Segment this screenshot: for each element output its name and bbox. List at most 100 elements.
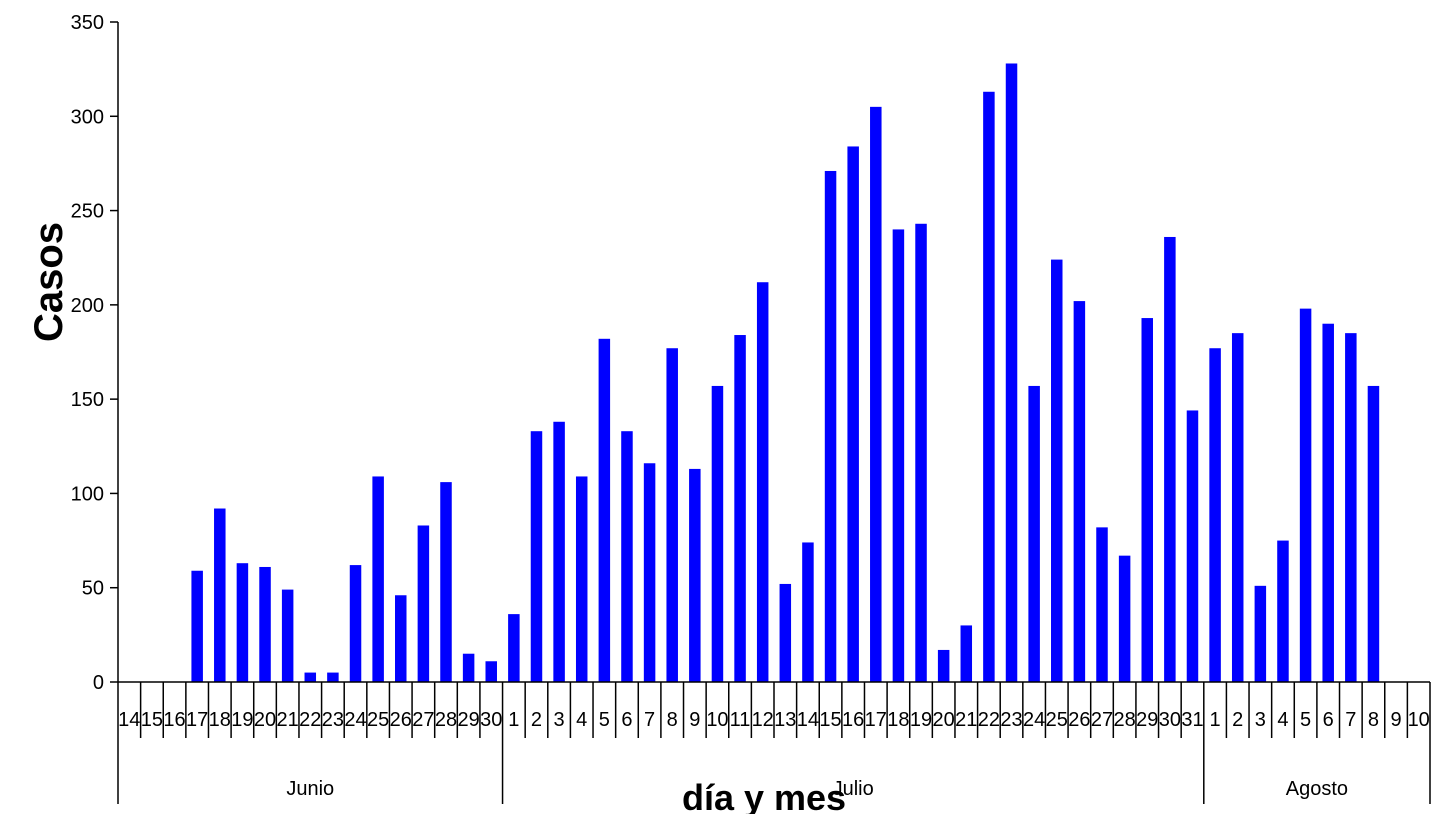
x-tick-label: 26 (390, 709, 412, 731)
x-tick-label: 16 (842, 709, 864, 731)
x-tick-label: 27 (1091, 709, 1113, 731)
bar (1051, 259, 1063, 682)
bar (1254, 585, 1267, 682)
x-tick-label: 18 (209, 709, 231, 731)
x-tick-label: 5 (599, 709, 610, 731)
bar (236, 563, 249, 682)
x-tick-label: 22 (978, 709, 1000, 731)
bar (621, 431, 633, 682)
bar (1345, 333, 1357, 682)
x-tick-label: 15 (819, 709, 841, 731)
y-tick-label: 300 (71, 106, 104, 128)
bar (1005, 63, 1018, 682)
bar (1277, 540, 1289, 682)
bar (530, 431, 543, 682)
bar (1141, 318, 1153, 682)
x-tick-label: 19 (910, 709, 932, 731)
bar (508, 614, 520, 682)
bar (779, 583, 792, 682)
bar (711, 385, 724, 682)
bar (689, 468, 701, 682)
y-tick-label: 0 (93, 672, 104, 694)
y-tick-label: 250 (71, 201, 104, 223)
x-tick-label: 1 (508, 709, 519, 731)
x-tick-label: 25 (1046, 709, 1068, 731)
bar (983, 91, 995, 683)
x-tick-label: 5 (1300, 709, 1311, 731)
bar (937, 649, 950, 682)
x-tick-label: 31 (1181, 709, 1203, 731)
x-tick-label: 23 (322, 709, 344, 731)
x-tick-label: 23 (1000, 709, 1022, 731)
x-tick-label: 2 (1232, 709, 1243, 731)
x-tick-label: 29 (457, 709, 479, 731)
bar (1186, 410, 1199, 682)
x-tick-label: 17 (865, 709, 887, 731)
bar (666, 348, 678, 682)
bar (915, 223, 927, 682)
y-axis-label: Casos (27, 222, 71, 342)
bar (824, 170, 837, 682)
bar (1367, 385, 1380, 682)
x-tick-label: 19 (231, 709, 253, 731)
bar (1073, 301, 1086, 682)
bar (598, 338, 611, 682)
bars-layer (191, 63, 1380, 683)
x-tick-label: 7 (644, 709, 655, 731)
bar (304, 672, 317, 682)
x-tick-label: 27 (412, 709, 434, 731)
bar (1028, 385, 1040, 682)
x-tick-label: 29 (1136, 709, 1158, 731)
bar (847, 146, 859, 682)
bar (417, 525, 430, 682)
month-groups-layer: Junio Julio Agosto (117, 738, 1431, 804)
x-tick-label: 15 (141, 709, 163, 731)
bar (575, 476, 588, 682)
bar (756, 282, 769, 682)
x-tick-label: 14 (797, 709, 819, 731)
x-tick-label: 8 (1368, 709, 1379, 731)
x-tick-label: 3 (554, 709, 565, 731)
x-tick-label: 9 (689, 709, 700, 731)
bar (349, 565, 362, 682)
y-tick-label: 200 (71, 295, 104, 317)
x-tick-label: 10 (1408, 709, 1430, 731)
x-tick-label: 28 (1113, 709, 1135, 731)
bar (327, 672, 339, 682)
x-tick-label: 12 (752, 709, 774, 731)
month-group-label: Julio (833, 778, 874, 800)
bar (802, 542, 814, 682)
x-tick-label: 10 (706, 709, 728, 731)
y-tick-label: 350 (71, 12, 104, 34)
y-ticks-layer: 0 50 100 150 200 250 300 350 (71, 12, 118, 694)
bar (395, 595, 407, 682)
x-tick-label: 1 (1210, 709, 1221, 731)
y-tick-label: 150 (71, 389, 104, 411)
x-tick-label: 22 (299, 709, 321, 731)
x-tick-label: 16 (163, 709, 185, 731)
bar (214, 508, 226, 682)
x-tick-label: 28 (435, 709, 457, 731)
bar (1231, 333, 1244, 682)
x-tick-label: 13 (774, 709, 796, 731)
x-tick-label: 18 (887, 709, 909, 731)
bar (1299, 308, 1312, 682)
x-tick-label: 30 (480, 709, 502, 731)
bar (892, 229, 905, 682)
x-tick-label: 4 (576, 709, 587, 731)
bar (960, 625, 973, 682)
bar (734, 335, 746, 682)
x-tick-label: 9 (1391, 709, 1402, 731)
bar (643, 463, 656, 682)
x-tick-label: 4 (1277, 709, 1288, 731)
x-tick-label: 20 (254, 709, 276, 731)
bar (462, 653, 475, 682)
x-tick-label: 21 (277, 709, 299, 731)
bar (485, 661, 497, 682)
x-tick-label: 26 (1068, 709, 1090, 731)
x-tick-label: 21 (955, 709, 977, 731)
x-tick-label: 17 (186, 709, 208, 731)
bar (1322, 323, 1334, 682)
bar (440, 482, 452, 682)
x-tick-label: 14 (118, 709, 140, 731)
